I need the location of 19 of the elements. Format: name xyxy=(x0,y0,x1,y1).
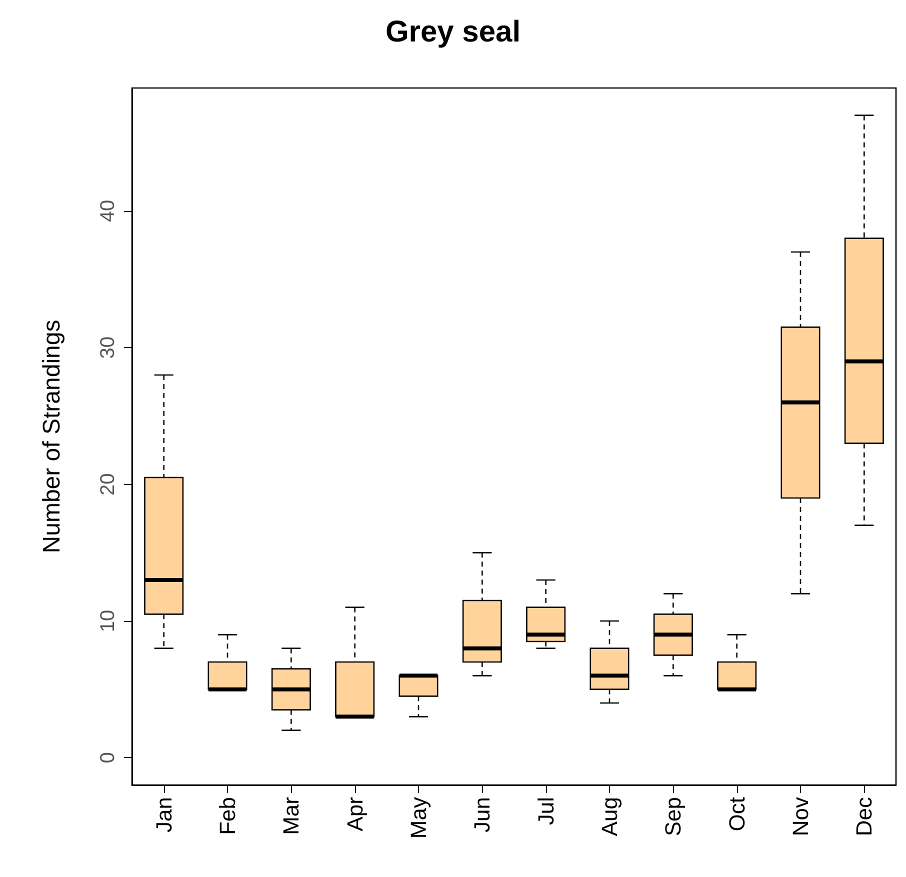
x-tick-label: Aug xyxy=(597,797,622,836)
x-tick-label: Mar xyxy=(278,797,304,835)
x-tick-label: Jun xyxy=(470,797,495,832)
x-tick-label: Feb xyxy=(215,797,240,835)
chart-title: Grey seal xyxy=(385,16,521,48)
x-tick-label: Jan xyxy=(151,797,176,832)
y-tick-label: 10 xyxy=(97,610,119,632)
y-axis-title: Number of Strandings xyxy=(38,320,66,554)
y-tick-label: 0 xyxy=(97,752,119,764)
x-tick-label: Nov xyxy=(788,797,813,836)
x-tick-label: Apr xyxy=(342,797,368,832)
x-tick-label: Jul xyxy=(533,797,558,826)
y-tick-label: 40 xyxy=(97,200,119,222)
x-tick-label: Sep xyxy=(660,797,686,836)
x-tick-label: Oct xyxy=(724,797,750,832)
x-tick-label: May xyxy=(406,797,431,839)
y-tick-label: 20 xyxy=(97,473,119,496)
y-tick-label: 30 xyxy=(97,336,119,359)
x-tick-label: Dec xyxy=(852,797,877,836)
